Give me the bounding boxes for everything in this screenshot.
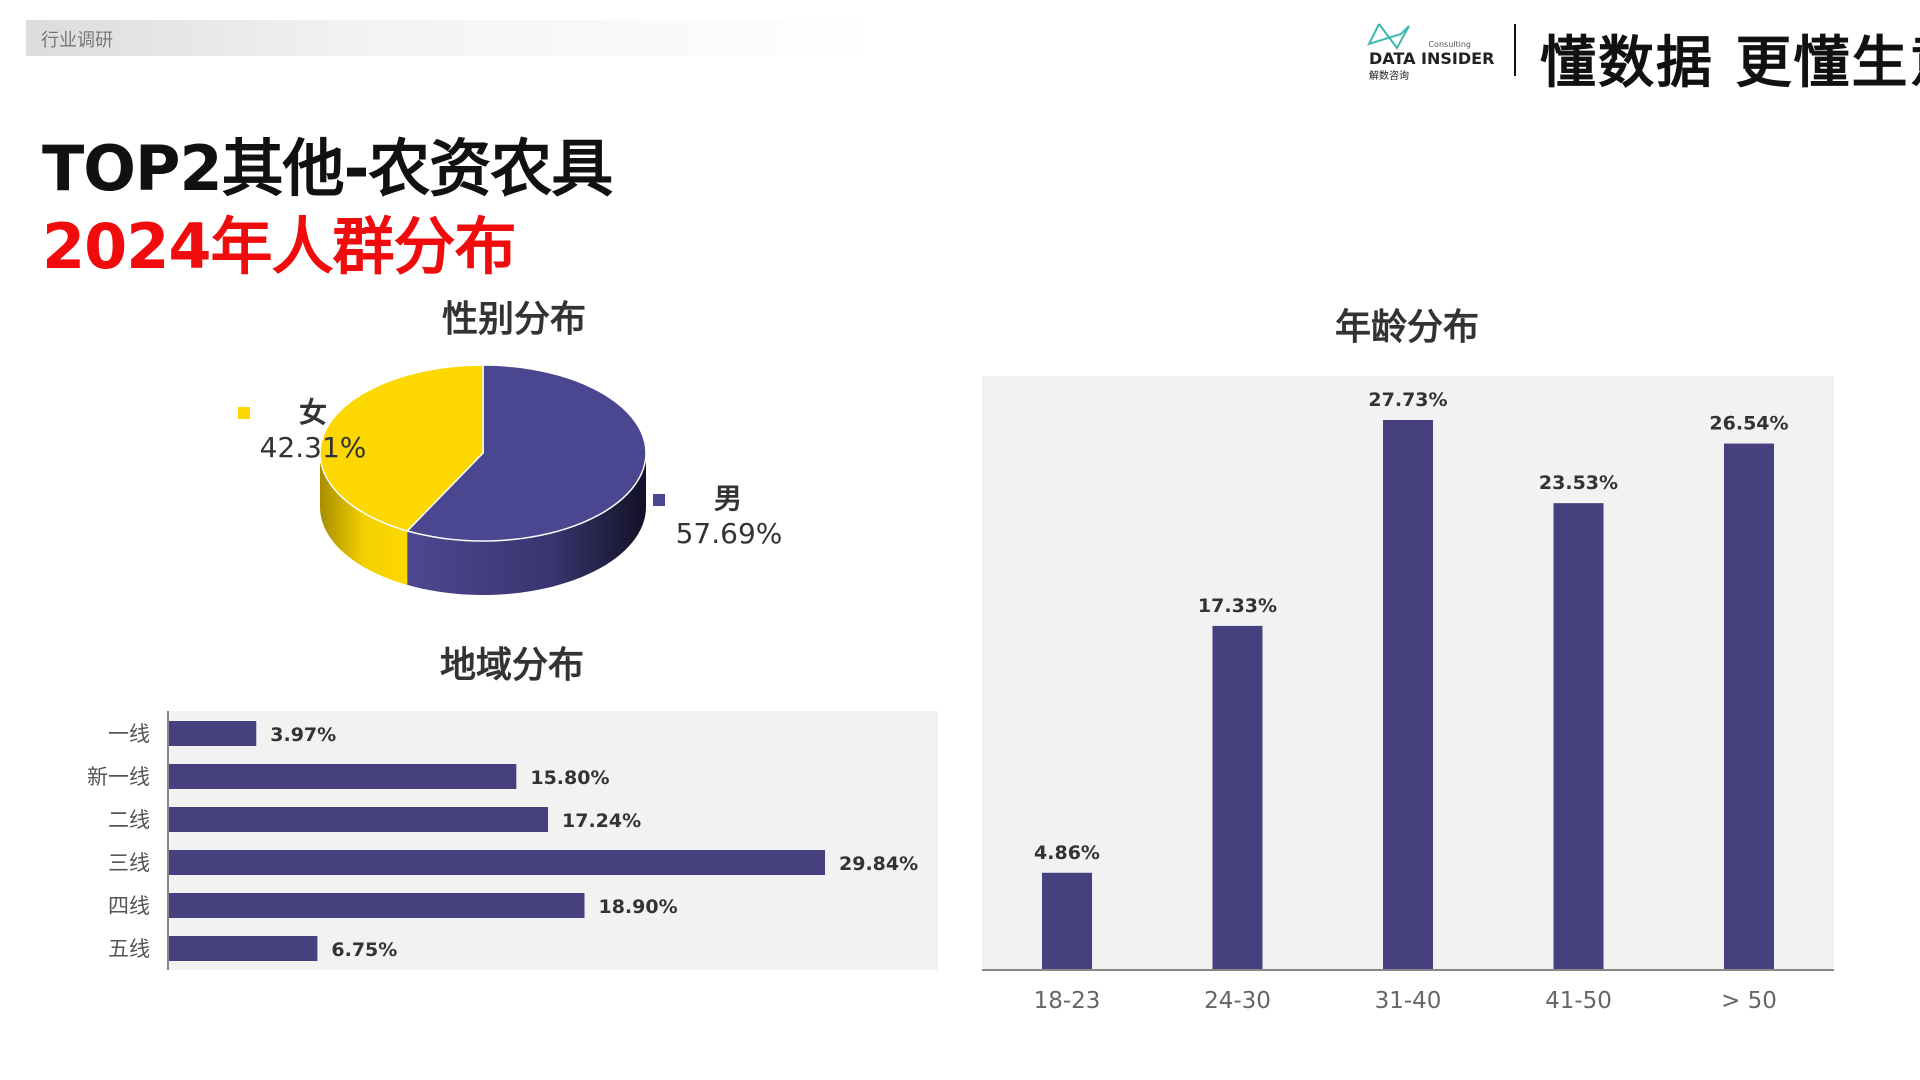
pie-side-male (407, 453, 646, 595)
pie-slice-male (405, 364, 647, 542)
region-bars: 一线 3.97% 新一线 15.80% 二线 17.24% 三线 29.84% 四线 18.90%… (87, 721, 918, 961)
gender-chart-title: 性别分布 (441, 299, 587, 340)
age-category-label: > 50 (1721, 988, 1777, 1014)
region-category-label: 四线 (108, 894, 150, 918)
region-value-label: 18.90% (598, 896, 677, 918)
region-bar (169, 764, 517, 789)
logo-divider (1514, 24, 1516, 76)
age-value-label: 27.73% (1368, 389, 1447, 411)
age-category-label: 24-30 (1204, 988, 1271, 1014)
pie-value-female: 42.31% (260, 431, 367, 464)
age-bar (1383, 420, 1433, 969)
region-value-label: 17.24% (562, 810, 641, 832)
region-category-label: 五线 (108, 937, 150, 961)
region-plot-bg (168, 711, 938, 970)
age-category-label: 31-40 (1375, 988, 1442, 1014)
region-bar (169, 936, 318, 961)
region-value-label: 6.75% (331, 939, 397, 961)
age-bar (1553, 503, 1604, 969)
pie-label-male: 男 (714, 482, 742, 515)
region-bar (169, 893, 585, 918)
slogan: 懂数据 更懂生意 (1540, 31, 1920, 96)
age-bar (1042, 872, 1092, 969)
region-value-label: 3.97% (270, 724, 336, 746)
section-tag: 行业调研 (26, 20, 876, 56)
region-bar (169, 807, 549, 832)
page-title: TOP2其他-农资农具 (42, 132, 613, 205)
legend-female-marker (238, 407, 250, 419)
section-tag-text: 行业调研 (41, 30, 113, 51)
age-category-label: 41-50 (1545, 988, 1612, 1014)
age-bar (1724, 443, 1774, 969)
age-value-label: 17.33% (1198, 595, 1277, 617)
age-value-label: 23.53% (1539, 472, 1618, 494)
logo-sub: 解数咨询 (1369, 69, 1409, 82)
region-category-label: 一线 (108, 722, 150, 746)
region-bar (169, 721, 257, 746)
pie-slice-female (319, 364, 484, 532)
legend-male-marker (651, 492, 667, 508)
logo-text: DATA INSIDER (1369, 49, 1494, 68)
logo-small: Consulting (1428, 40, 1471, 49)
age-category-label: 18-23 (1034, 988, 1101, 1014)
data-insider-logo: Consulting DATA INSIDER 解数咨询 (1367, 23, 1494, 82)
region-category-label: 新一线 (87, 765, 150, 789)
age-value-label: 4.86% (1034, 842, 1100, 864)
logo-mark-icon (1367, 23, 1410, 50)
age-chart-title: 年龄分布 (1334, 307, 1480, 348)
age-bar (1212, 625, 1263, 969)
pie-side-female (320, 453, 408, 585)
region-category-label: 三线 (108, 851, 150, 875)
region-value-label: 15.80% (530, 767, 609, 789)
gender-pie: 女42.31% 男57.69% (238, 364, 783, 595)
pie-label-female: 女 (299, 396, 327, 429)
age-bars: 4.86% 18-23 17.33% 24-30 27.73% 31-40 23.53% 41… (1034, 389, 1789, 1014)
age-value-label: 26.54% (1709, 413, 1788, 435)
pie-value-male: 57.69% (676, 517, 783, 550)
region-category-label: 二线 (108, 808, 150, 832)
page-subtitle: 2024年人群分布 (42, 210, 517, 283)
region-chart-title: 地域分布 (439, 645, 585, 686)
region-value-label: 29.84% (839, 853, 918, 875)
region-bar (169, 850, 825, 875)
